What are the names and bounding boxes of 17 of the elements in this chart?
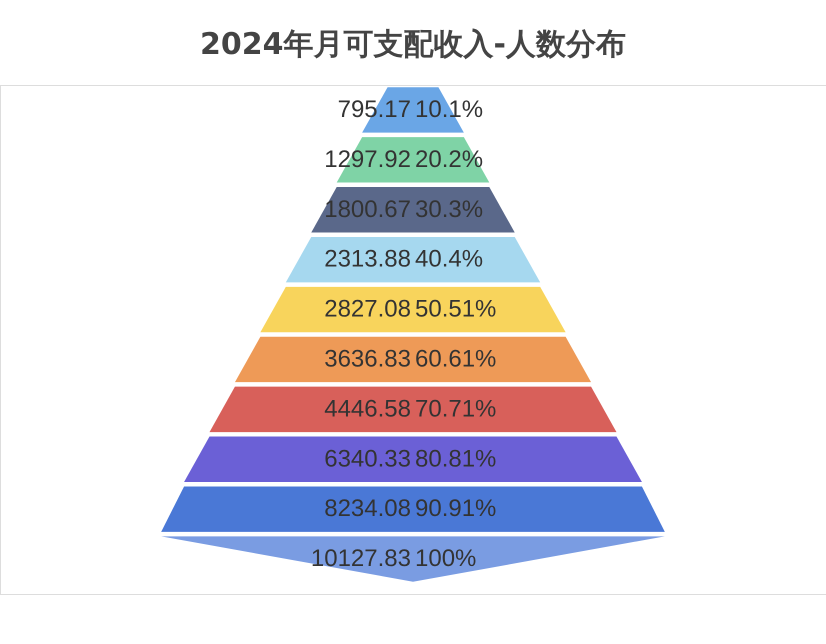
category-label: 6340.33 (324, 445, 411, 472)
category-label: 3636.83 (324, 345, 411, 372)
data-label: 40.4% (415, 246, 484, 273)
data-label: 90.91% (415, 495, 496, 522)
category-label: 4446.58 (324, 395, 411, 422)
text: 2024年月可支配收入-人数分布 (200, 27, 626, 62)
data-label: 30.3% (415, 196, 484, 223)
data-label: 60.61% (415, 345, 496, 372)
category-label: 10127.83 (310, 545, 411, 572)
data-label: 50.51% (415, 296, 496, 323)
data-label: 70.71% (415, 395, 496, 422)
data-label: 80.81% (415, 445, 496, 472)
category-label: 8234.08 (324, 495, 411, 522)
category-label: 1800.67 (324, 196, 411, 223)
category-label: 2827.08 (324, 296, 411, 323)
category-label: 2313.88 (324, 246, 411, 273)
data-label: 100% (415, 545, 476, 572)
